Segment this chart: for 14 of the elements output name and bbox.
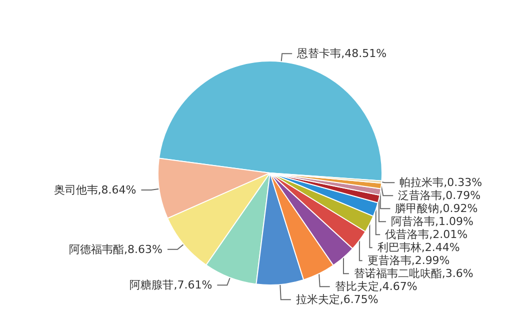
slice-label: 泛昔洛韦,0.79%	[398, 189, 481, 202]
slice-label: 拉米夫定,6.75%	[296, 293, 378, 306]
slice-label: 膦甲酸钠,0.92%	[395, 202, 478, 216]
slice-label: 阿糖腺苷,7.61%	[130, 278, 212, 292]
slice-label: 伐昔洛韦,2.01%	[385, 228, 468, 242]
slice-label: 替比夫定,4.67%	[334, 280, 418, 294]
slice-label: 利巴韦林,2.44%	[377, 241, 460, 254]
slice-label: 更昔洛韦,2.99%	[367, 254, 450, 268]
slice-label: 阿德福韦酯,8.63%	[69, 242, 162, 256]
slice-label: 恩替卡韦,48.51%	[296, 47, 387, 60]
slice-label: 奥司他韦,8.64%	[54, 184, 136, 197]
slice-label: 帕拉米韦,0.33%	[400, 176, 482, 190]
slice-label: 阿昔洛韦,1.09%	[390, 215, 474, 228]
slice-label: 替诺福韦二吡呋酯,3.6%	[354, 267, 474, 280]
